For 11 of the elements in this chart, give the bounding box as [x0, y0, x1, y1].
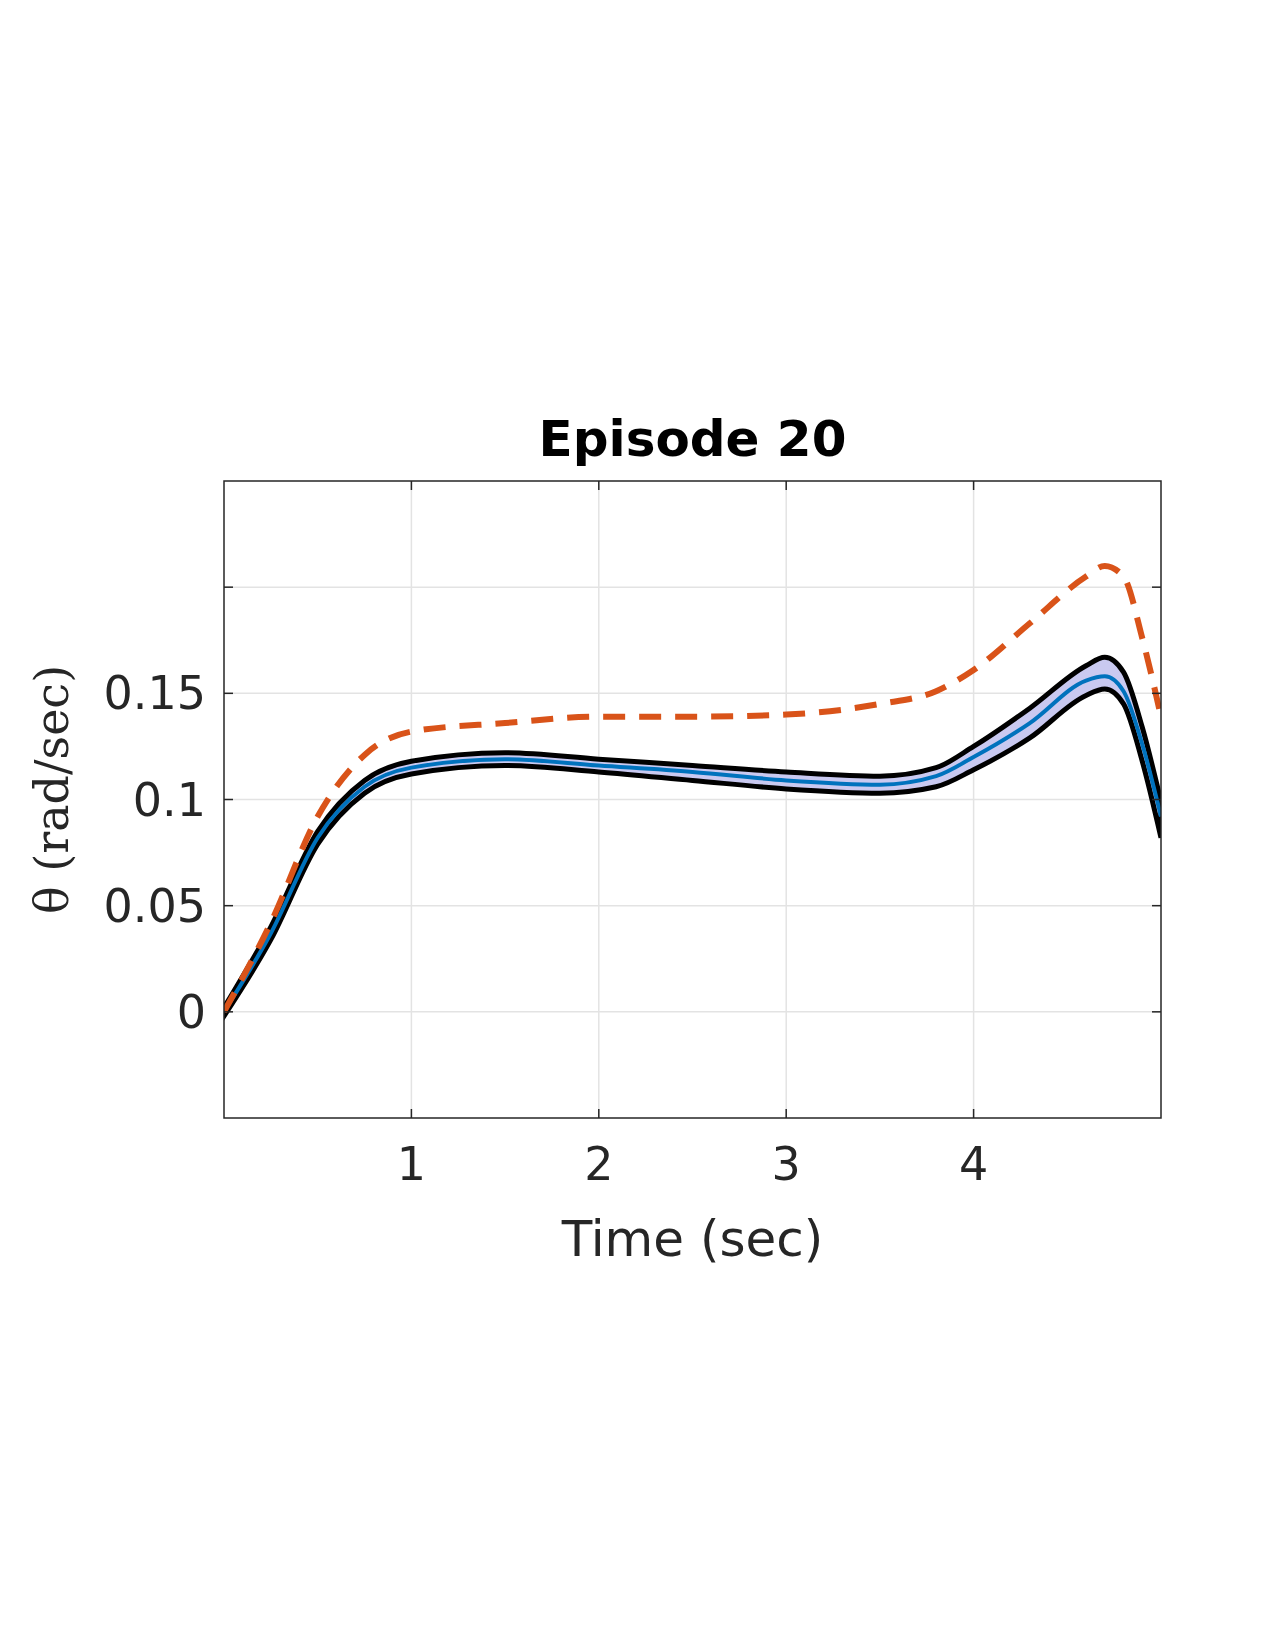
x-tick-label: 1 [396, 1137, 427, 1191]
x-tick-label: 3 [771, 1137, 801, 1191]
y-tick-label: 0.15 [103, 666, 206, 721]
y-tick-label: 0.1 [132, 772, 206, 827]
x-tick-label: 2 [584, 1137, 614, 1191]
y-tick-label: 0 [176, 984, 206, 1039]
y-tick-label: 0.05 [103, 878, 206, 933]
y-axis-title: θ (rad/sec) [25, 664, 79, 915]
x-axis-title: Time (sec) [560, 1210, 824, 1268]
x-tick-label: 4 [958, 1137, 989, 1191]
chart-title: Episode 20 [538, 410, 847, 468]
